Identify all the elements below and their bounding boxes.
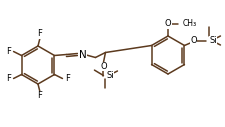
Text: O: O: [164, 20, 171, 28]
Text: CH₃: CH₃: [182, 20, 196, 28]
Text: F: F: [37, 91, 42, 100]
Text: Si: Si: [209, 36, 216, 45]
Text: F: F: [6, 74, 11, 83]
Text: O: O: [100, 62, 106, 71]
Text: F: F: [37, 29, 42, 38]
Text: F: F: [6, 47, 11, 56]
Text: Si: Si: [106, 71, 114, 80]
Text: O: O: [189, 36, 196, 45]
Text: F: F: [65, 74, 70, 83]
Text: N: N: [78, 50, 86, 60]
